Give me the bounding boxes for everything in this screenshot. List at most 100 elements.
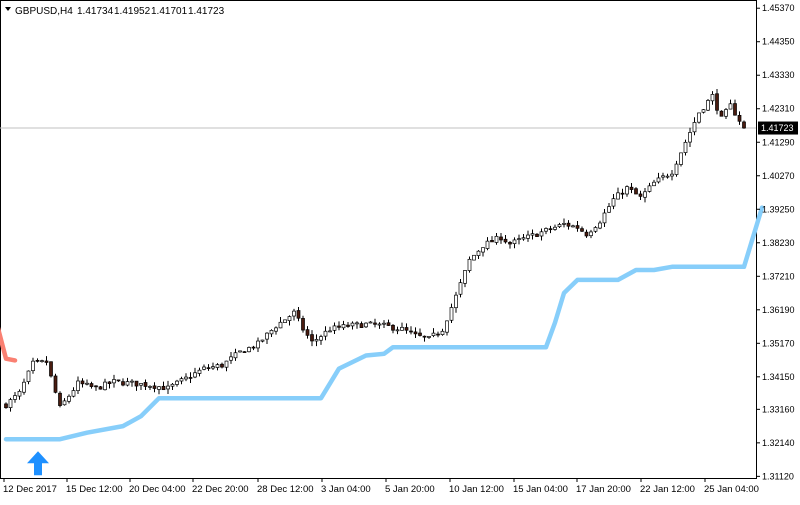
candle-body	[58, 392, 62, 406]
candle-body	[737, 115, 742, 122]
y-tick-label: 1.36190	[762, 305, 795, 315]
candle-body	[98, 386, 103, 390]
candle-body	[296, 310, 301, 319]
candle-body	[521, 237, 526, 240]
candle-body	[202, 366, 206, 370]
candle-body	[427, 335, 431, 338]
candle-body	[607, 206, 611, 213]
candle-body	[467, 258, 472, 271]
y-tick-label: 1.42310	[762, 104, 795, 114]
candle-body	[40, 360, 44, 362]
candle-body	[535, 233, 539, 237]
chart-header: GBPUSD,H4 1.41734 1.41952 1.41701 1.4172…	[5, 6, 225, 17]
candle-body	[80, 380, 85, 385]
header-low: 1.41701	[151, 6, 188, 17]
candle-body	[449, 307, 454, 321]
candle-body	[220, 363, 224, 368]
candle-body	[107, 381, 112, 384]
trailing-stop-up-line	[3, 205, 765, 442]
candle-body	[638, 193, 643, 197]
candle-body	[35, 360, 40, 362]
candle-body	[359, 323, 364, 328]
y-tick-label: 1.34150	[762, 372, 795, 382]
candle-body	[368, 321, 373, 324]
candle-body	[94, 385, 98, 388]
candle-body	[242, 351, 247, 353]
x-tick-label: 25 Jan 04:00	[704, 484, 759, 495]
candle-body	[314, 339, 319, 342]
candle-body	[458, 282, 463, 295]
candle-body	[490, 240, 494, 243]
candle-body	[674, 163, 679, 175]
candle-body	[566, 222, 571, 227]
candle-body	[197, 369, 202, 374]
candle-body	[728, 103, 733, 110]
candle-body	[134, 380, 139, 387]
candle-body	[715, 93, 719, 111]
candle-body	[112, 379, 116, 384]
candles-layer	[4, 88, 746, 412]
candle-body	[647, 185, 652, 192]
candle-body	[287, 316, 292, 321]
candle-body	[409, 330, 413, 333]
candle-body	[616, 192, 620, 200]
candle-body	[292, 310, 296, 317]
header-close: 1.41723	[188, 6, 225, 17]
candle-body	[422, 335, 427, 338]
candle-body	[44, 360, 49, 363]
candle-body	[332, 325, 337, 331]
candle-body	[188, 377, 193, 379]
candle-body	[494, 235, 499, 243]
x-tick-label: 20 Dec 04:00	[129, 484, 186, 495]
candle-body	[481, 247, 485, 253]
candle-body	[445, 320, 449, 333]
candle-body	[121, 381, 125, 386]
x-tick-label: 3 Jan 04:00	[321, 484, 371, 495]
candle-body	[67, 395, 71, 402]
candle-body	[436, 333, 440, 336]
y-tick-label: 1.39250	[762, 204, 795, 214]
candle-body	[688, 132, 692, 143]
candle-body	[683, 141, 688, 153]
candle-body	[269, 330, 274, 335]
candle-body	[413, 331, 418, 335]
candle-body	[512, 239, 517, 245]
dropdown-triangle-icon[interactable]	[5, 7, 11, 11]
candle-body	[463, 270, 467, 284]
candle-body	[71, 390, 76, 397]
x-tick-label: 22 Dec 20:00	[192, 484, 249, 495]
candle-body	[364, 322, 368, 328]
candle-body	[350, 322, 355, 327]
candle-body	[152, 385, 157, 389]
candle-body	[386, 322, 391, 326]
y-tick-label: 1.40270	[762, 171, 795, 181]
candle-body	[661, 175, 665, 178]
candle-body	[256, 340, 260, 349]
candle-body	[251, 346, 256, 349]
candle-body	[643, 191, 647, 198]
candle-body	[355, 322, 359, 325]
candle-body	[265, 332, 269, 340]
x-tick-label: 22 Jan 12:00	[640, 484, 695, 495]
candle-body	[224, 360, 229, 368]
candle-body	[598, 222, 602, 229]
y-tick-label: 1.41290	[762, 137, 795, 147]
candle-body	[503, 238, 508, 243]
header-symbol: GBPUSD,H4	[15, 6, 73, 17]
candle-body	[679, 152, 683, 165]
candle-body	[85, 382, 89, 385]
candle-body	[337, 325, 341, 328]
candle-body	[301, 318, 305, 331]
candle-body	[701, 109, 706, 113]
candle-body	[544, 228, 548, 232]
candle-body	[485, 240, 490, 249]
y-tick-label: 1.44350	[762, 37, 795, 47]
candle-body	[377, 323, 382, 326]
candle-body	[229, 356, 233, 361]
candle-body	[157, 386, 161, 390]
y-tick-label: 1.45370	[762, 3, 795, 13]
candle-body	[346, 324, 350, 327]
candle-body	[170, 383, 175, 387]
